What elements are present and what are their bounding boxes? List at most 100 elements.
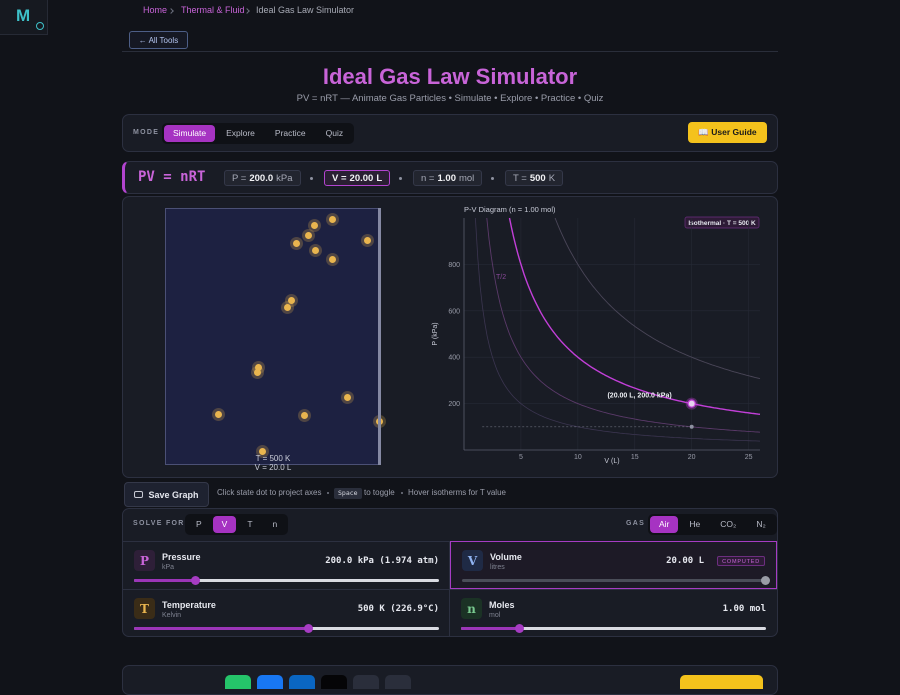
chip-value: 20.00 [349,172,374,184]
control-unit: mol [489,612,501,619]
control-icon: V [462,550,483,571]
control-name: Pressure [162,552,201,562]
value-chip: n = 1.00 mol [413,170,483,186]
control-name: Moles [489,600,515,610]
chip-label: P = [232,172,247,184]
gas-tab[interactable]: N₂ [756,519,766,529]
control-readout: 20.00 L [666,556,704,566]
control-readout: 500 K (226.9°C) [357,604,439,614]
mode-label: MODE [133,129,160,136]
formula: PV = nRT [138,169,206,185]
particle [329,256,336,263]
y-tick-label: 400 [448,355,460,362]
breadcrumb-link[interactable]: Home [143,5,168,15]
state-point[interactable] [687,399,696,408]
x-tick-label: 10 [574,454,582,461]
camera-icon [134,491,144,498]
isotherm [554,217,761,380]
solve-tab[interactable]: T [247,519,253,529]
share-linkedin[interactable] [289,675,315,689]
divider [122,51,778,52]
share-x[interactable] [321,675,347,689]
isotherm-current [508,217,761,415]
share-email[interactable] [353,675,379,689]
gas-tab[interactable]: Air [650,516,679,533]
value-chip: V = 20.00 L [324,170,391,186]
pv-chart: P-V Diagram (n = 1.00 mol) Isothermal · … [432,205,761,465]
solve-tab[interactable]: n [272,519,278,529]
chip-unit: kPa [276,172,293,184]
breadcrumb-link[interactable]: Thermal & Fluid [181,5,245,15]
control-name: Temperature [162,600,216,610]
isotherm-annotation: T/2 [496,274,506,281]
share-whatsapp[interactable] [225,675,251,689]
chart-title: P-V Diagram (n = 1.00 mol) [464,205,556,214]
gas-tab[interactable]: He [689,519,701,529]
x-tick-label: 25 [745,454,753,461]
control-cell: n Moles mol 1.00 mol [450,589,777,637]
slider-track[interactable] [461,624,766,633]
chip-unit: L [376,172,383,184]
particle [215,411,222,418]
gas-label: GAS [626,520,646,527]
separator-dot [491,177,494,180]
slider-thumb[interactable] [303,624,313,633]
back-button[interactable]: ← All Tools [129,31,188,49]
particle [364,237,371,244]
status-text: V = 20.0 L [254,463,292,472]
slider-fill [134,579,195,582]
control-readout: 200.0 kPa (1.974 atm) [325,556,439,566]
solve-label: SOLVE FOR [133,520,185,527]
share-facebook[interactable] [257,675,283,689]
chip-label: n = [421,172,435,184]
hint: Hover isotherms for T value [408,488,506,497]
particle [259,448,266,455]
y-tick-label: 800 [448,262,460,269]
particle [255,364,262,371]
particle [305,232,312,239]
slider-track[interactable] [134,576,439,585]
x-tick-label: 15 [631,454,639,461]
mode-tab[interactable]: Quiz [325,128,344,138]
key-hint: Space [334,488,362,499]
x-axis-label: V (L) [604,458,619,465]
breadcrumb-separator [244,8,250,14]
slider-thumb[interactable] [191,576,200,585]
solve-tab[interactable]: P [196,519,202,529]
logo-badge [36,22,44,30]
chip-value: 500 [529,172,546,184]
slider-fill [134,627,308,630]
slider-thumb[interactable] [514,624,524,633]
particle [293,240,300,247]
y-axis-label: P (kPa) [432,322,439,345]
particle [284,304,291,311]
control-name: Volume [490,552,522,562]
sidebar: M [0,0,48,35]
solve-tab[interactable]: V [212,516,237,533]
breadcrumb-separator [168,8,174,14]
user-guide-button[interactable]: 📖 User Guide [688,122,767,143]
control-unit: litres [490,564,505,571]
mode-tab[interactable]: Simulate [164,125,216,142]
mode-tab[interactable]: Practice [274,128,306,138]
logo[interactable]: M [16,6,31,25]
x-tick-label: 20 [688,454,696,461]
save-graph-button[interactable]: Save Graph [124,482,209,507]
slider-thumb [761,576,770,585]
state-point-label: (20.00 L, 200.0 kPa) [607,393,671,400]
share-copy[interactable] [385,675,411,689]
gas-tab[interactable]: CO₂ [720,519,737,529]
chart-badge-bg [684,216,760,229]
gas-tabs: Air He CO₂ N₂ [648,514,777,535]
mode-tabs: Simulate Explore Practice Quiz [162,123,355,144]
footer-button[interactable] [680,675,763,689]
cell-divider [449,541,450,636]
hint: Click state dot to project axes [217,488,322,497]
slider-track[interactable] [134,624,439,633]
breadcrumb-current: Ideal Gas Law Simulator [256,5,355,15]
chip-label: V = [332,172,347,184]
mode-tab[interactable]: Explore [226,128,255,138]
particle [301,412,308,419]
isotherm [475,217,761,442]
